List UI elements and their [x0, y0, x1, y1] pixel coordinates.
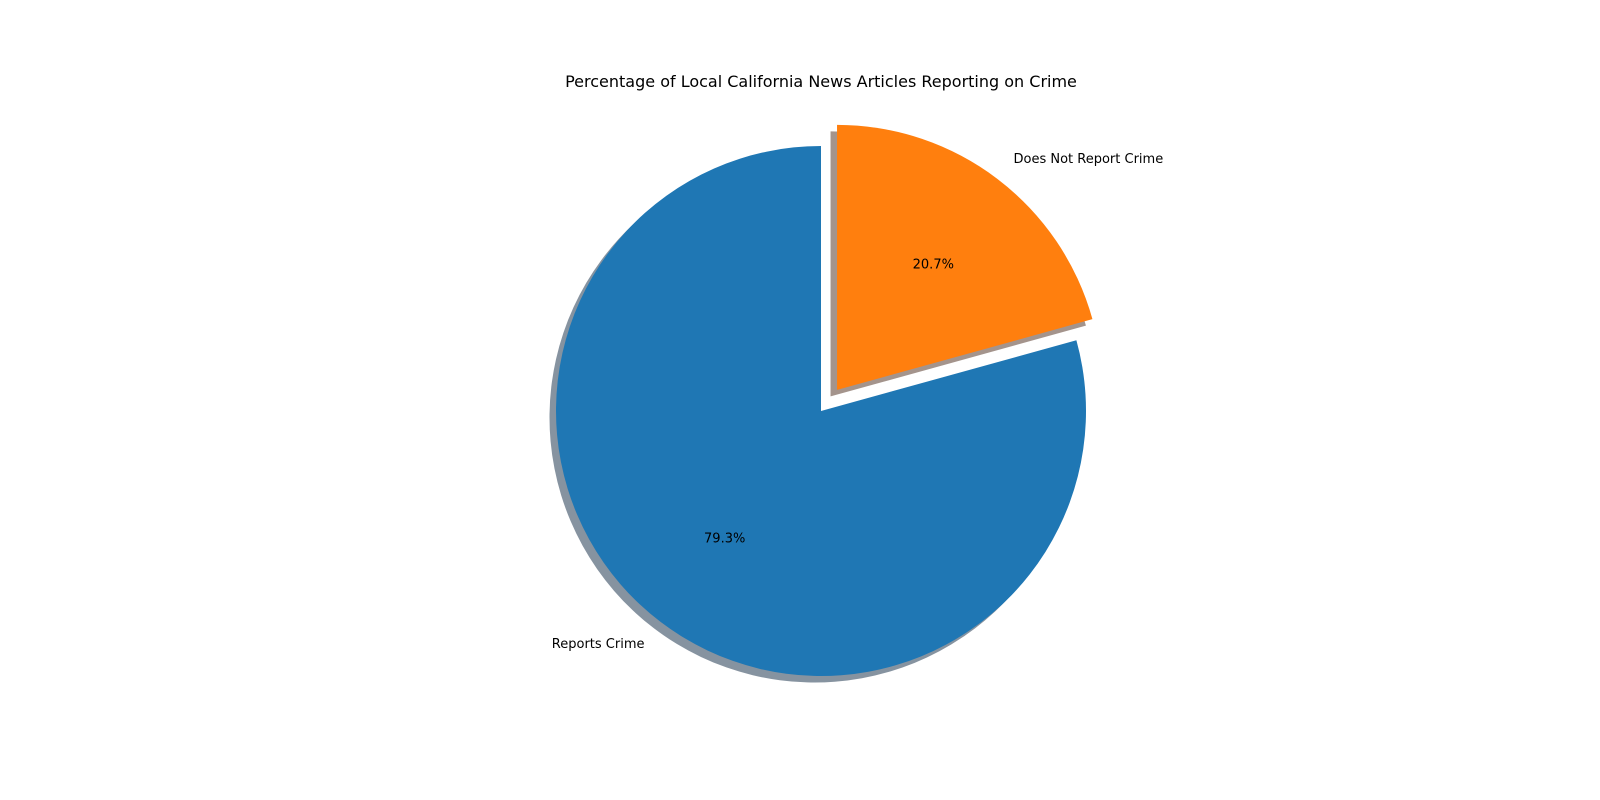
pie-slice-reports-crime — [556, 146, 1087, 676]
slice-layer — [556, 124, 1093, 676]
slice-label: Reports Crime — [552, 637, 645, 652]
pie-slice-does-not-report-crime — [837, 124, 1093, 390]
label-layer: Reports Crime 79.3% Does Not Report Crime 2… — [552, 152, 1163, 652]
chart-title: Percentage of Local California News Arti… — [565, 72, 1077, 91]
slice-percentage-label: 79.3% — [704, 532, 745, 547]
slice-percentage-label: 20.7% — [913, 257, 954, 272]
slice-label: Does Not Report Crime — [1014, 152, 1164, 167]
